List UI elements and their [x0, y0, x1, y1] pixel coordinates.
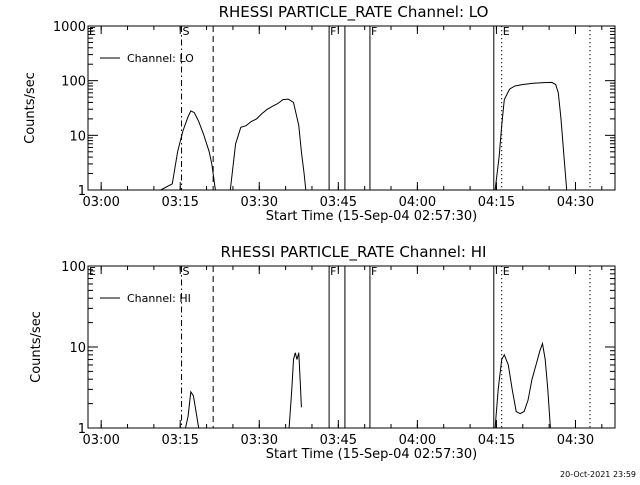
- x-tick-label: 04:00: [399, 433, 436, 448]
- x-tick-label: 04:00: [399, 195, 436, 210]
- x-axis-label: Start Time (15-Sep-04 02:57:30): [266, 447, 477, 462]
- series-line: [288, 352, 302, 429]
- chart-title: RHESSI PARTICLE_RATE Channel: LO: [219, 3, 489, 22]
- event-marker-label: S: [183, 25, 190, 38]
- event-marker-label: E: [89, 25, 96, 38]
- chart-title: RHESSI PARTICLE_RATE Channel: HI: [221, 243, 487, 262]
- event-marker-label: F: [330, 265, 336, 278]
- y-axis-label: Counts/sec: [23, 72, 38, 144]
- plot-frame: [87, 25, 616, 191]
- y-tick-label: 1: [78, 422, 86, 437]
- event-marker-label: S: [183, 265, 190, 278]
- y-tick-label: 100: [61, 75, 86, 90]
- y-tick-label: 100: [61, 260, 86, 275]
- y-axis-label: Counts/sec: [29, 311, 44, 383]
- y-tick-label: 10: [69, 129, 86, 144]
- x-tick-label: 03:00: [82, 433, 119, 448]
- event-marker-label: E: [503, 265, 510, 278]
- x-tick-label: 03:30: [241, 433, 278, 448]
- x-tick-label: 03:15: [161, 195, 198, 210]
- x-tick-label: 03:45: [320, 433, 357, 448]
- series-line: [185, 390, 200, 429]
- plot-frame: [87, 265, 616, 429]
- series-line: [494, 341, 551, 429]
- x-axis-label: Start Time (15-Sep-04 02:57:30): [266, 209, 477, 224]
- legend-label: Channel: LO: [127, 52, 194, 65]
- x-tick-label: 04:30: [557, 195, 594, 210]
- series-line: [494, 81, 568, 191]
- y-tick-label: 10: [69, 341, 86, 356]
- y-tick-label: 1: [78, 184, 86, 199]
- x-tick-label: 03:00: [82, 195, 119, 210]
- x-tick-label: 04:15: [478, 433, 515, 448]
- x-tick-label: 04:30: [557, 433, 594, 448]
- y-tick-label: 1000: [53, 20, 86, 35]
- event-marker-label: E: [503, 25, 510, 38]
- x-tick-label: 03:15: [161, 433, 198, 448]
- event-marker-label: F: [371, 25, 377, 38]
- x-tick-label: 03:30: [241, 195, 278, 210]
- legend-label: Channel: HI: [127, 292, 191, 305]
- event-marker-label: F: [371, 265, 377, 278]
- x-tick-label: 04:15: [478, 195, 515, 210]
- event-marker-label: F: [330, 25, 336, 38]
- series-line: [229, 98, 307, 191]
- footer-timestamp: 20-Oct-2021 23:59: [560, 470, 636, 479]
- event-marker-label: E: [89, 265, 96, 278]
- x-tick-label: 03:45: [320, 195, 357, 210]
- series-line: [160, 110, 216, 191]
